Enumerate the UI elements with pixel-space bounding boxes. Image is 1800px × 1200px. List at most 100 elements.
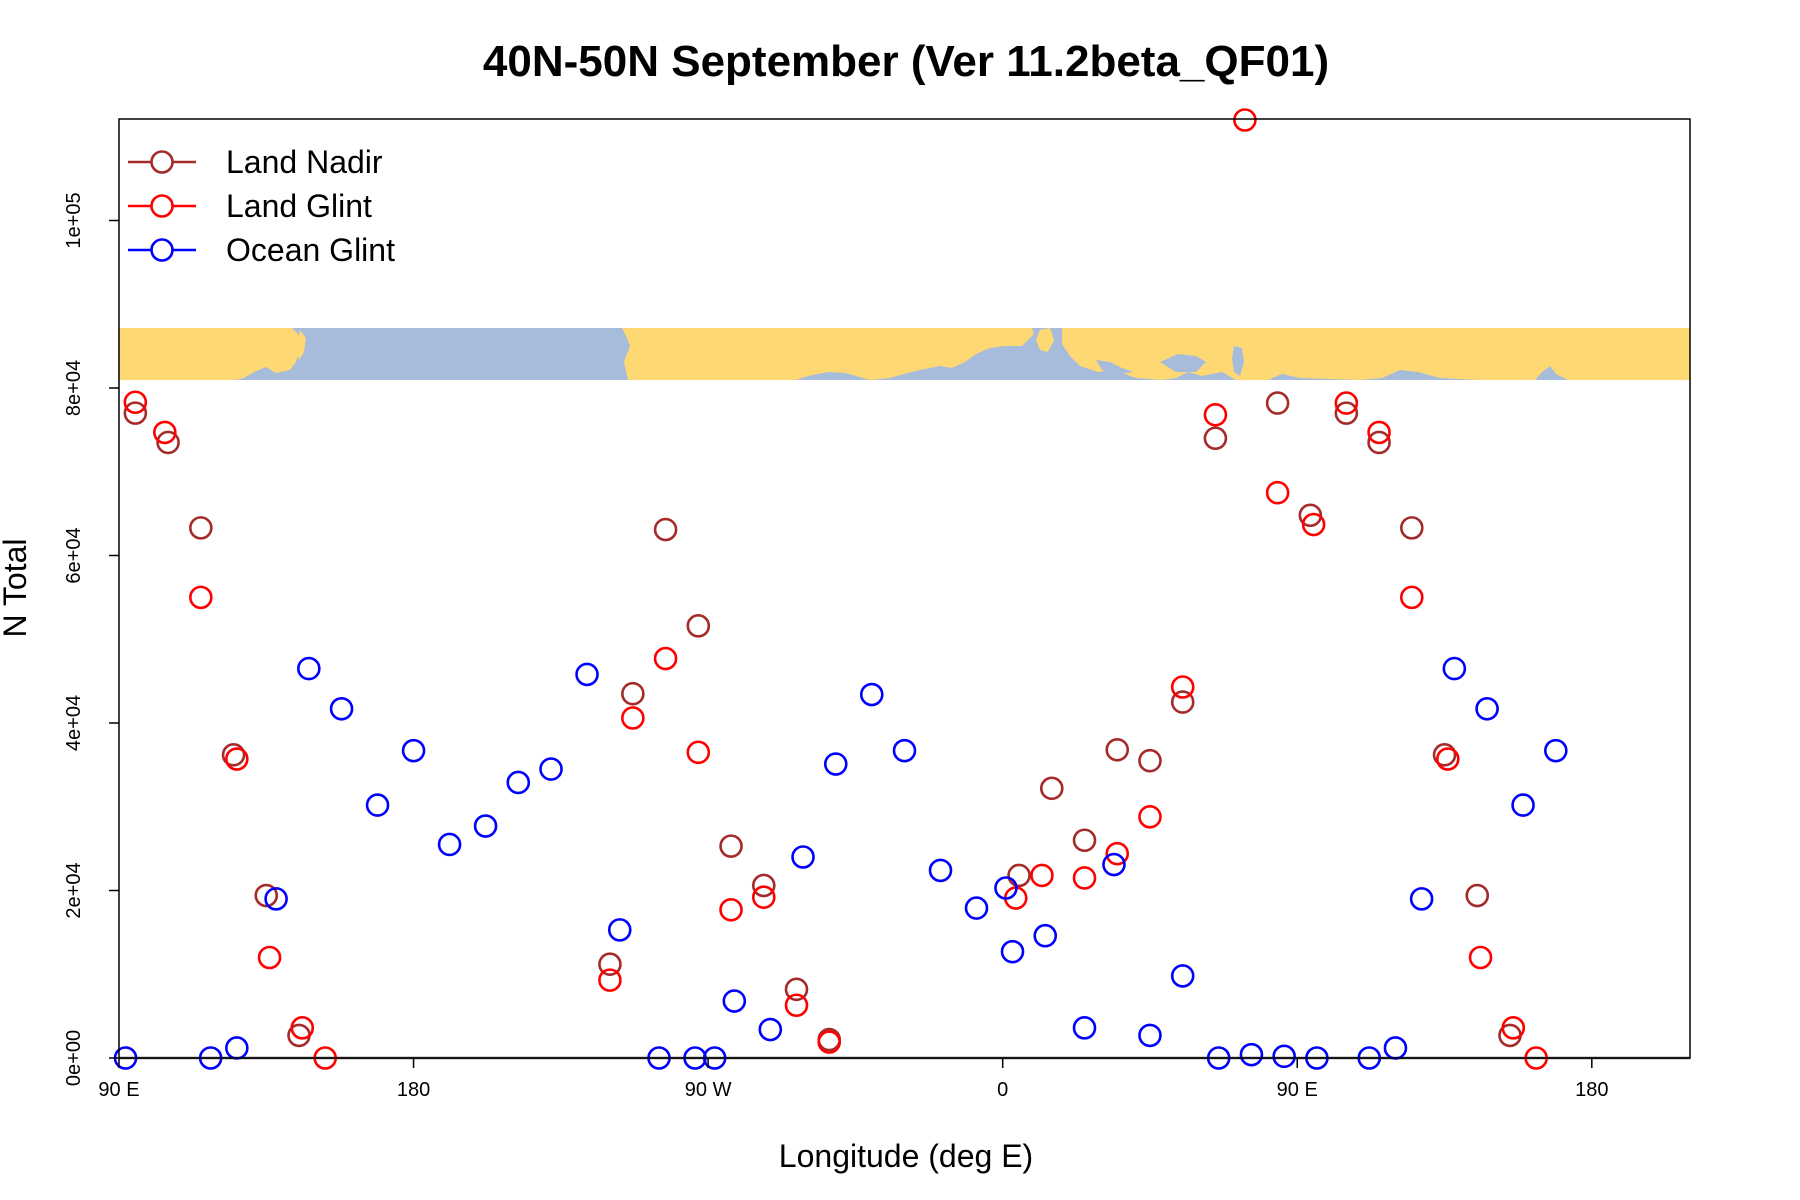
point-ocean-glint-26 bbox=[1000, 939, 1025, 964]
point-land-nadir-17 bbox=[1105, 737, 1130, 762]
point-land-glint-16 bbox=[1030, 863, 1054, 888]
point-ocean-glint-34 bbox=[1272, 1044, 1296, 1069]
point-land-nadir-14 bbox=[1007, 863, 1031, 888]
point-land-glint-13 bbox=[784, 993, 809, 1018]
point-land-glint-28 bbox=[1436, 747, 1460, 771]
point-land-glint-11 bbox=[719, 897, 743, 922]
legend-item: Ocean Glint bbox=[128, 232, 395, 268]
point-land-glint-25 bbox=[1334, 391, 1359, 415]
point-ocean-glint-12 bbox=[575, 662, 599, 687]
legend-marker bbox=[150, 150, 174, 174]
point-ocean-glint-17 bbox=[722, 989, 747, 1013]
point-ocean-glint-24 bbox=[964, 896, 989, 920]
plot-frame bbox=[118, 118, 1691, 1059]
point-land-nadir-2 bbox=[189, 516, 213, 540]
point-ocean-glint-40 bbox=[1475, 696, 1499, 721]
point-land-glint-26 bbox=[1367, 420, 1391, 445]
point-land-glint-27 bbox=[1400, 585, 1424, 610]
point-land-glint-12 bbox=[751, 885, 776, 910]
data-points bbox=[113, 108, 1568, 1070]
y-axis: 0e+00 2e+04 4e+04 6e+04 8e+04 1e+05 bbox=[63, 192, 119, 1086]
point-land-glint-22 bbox=[1233, 108, 1257, 132]
map-land-british-isles bbox=[1036, 328, 1054, 352]
point-ocean-glint-37 bbox=[1383, 1036, 1408, 1060]
x-axis: 90 E 180 90 W 0 90 E 180 bbox=[98, 1058, 1609, 1101]
legend-marker bbox=[150, 194, 174, 218]
series-ocean-glint bbox=[113, 656, 1568, 1070]
x-tick-label: 90 E bbox=[1277, 1079, 1318, 1101]
legend: Land Nadir Land Glint Ocean Glint bbox=[128, 144, 395, 268]
point-ocean-glint-5 bbox=[329, 696, 354, 721]
map-land-asia-east bbox=[119, 328, 300, 380]
y-tick-label: 6e+04 bbox=[63, 527, 85, 583]
map-land-north-america bbox=[622, 328, 1034, 380]
point-ocean-glint-22 bbox=[892, 738, 917, 763]
world-map-strip bbox=[119, 328, 1690, 380]
point-land-nadir-25 bbox=[1400, 516, 1424, 540]
point-land-glint-20 bbox=[1170, 675, 1195, 699]
legend-label: Ocean Glint bbox=[226, 232, 395, 268]
point-land-nadir-3 bbox=[221, 743, 246, 767]
point-land-nadir-27 bbox=[1465, 883, 1490, 908]
point-ocean-glint-41 bbox=[1511, 793, 1535, 817]
point-land-glint-30 bbox=[1501, 1016, 1526, 1040]
point-ocean-glint-2 bbox=[225, 1036, 249, 1060]
y-tick-label: 8e+04 bbox=[63, 360, 85, 416]
x-tick-label: 180 bbox=[397, 1079, 430, 1101]
x-tick-label: 180 bbox=[1575, 1079, 1608, 1101]
point-land-nadir-0 bbox=[123, 401, 148, 425]
point-ocean-glint-31 bbox=[1170, 964, 1195, 988]
series-land-glint bbox=[123, 108, 1548, 1070]
point-ocean-glint-25 bbox=[994, 876, 1018, 900]
y-tick-label: 1e+05 bbox=[63, 192, 85, 248]
point-land-glint-10 bbox=[686, 740, 711, 765]
map-land-japan bbox=[1550, 338, 1566, 368]
point-land-nadir-26 bbox=[1432, 743, 1457, 767]
point-ocean-glint-3 bbox=[264, 887, 288, 911]
point-land-glint-21 bbox=[1203, 402, 1228, 427]
point-ocean-glint-30 bbox=[1138, 1023, 1162, 1048]
series-land-nadir bbox=[123, 391, 1522, 1052]
point-ocean-glint-27 bbox=[1033, 923, 1058, 948]
point-land-glint-9 bbox=[653, 646, 678, 671]
point-land-nadir-23 bbox=[1334, 401, 1359, 425]
x-tick-label: 90 E bbox=[98, 1079, 139, 1101]
map-water-caspian-sea bbox=[1232, 346, 1244, 376]
point-land-nadir-19 bbox=[1170, 690, 1195, 714]
point-ocean-glint-6 bbox=[365, 793, 390, 817]
map-land-hokkaido bbox=[296, 330, 306, 360]
legend-label: Land Glint bbox=[226, 188, 372, 224]
point-land-nadir-12 bbox=[784, 977, 809, 1002]
point-ocean-glint-39 bbox=[1442, 656, 1467, 681]
point-land-nadir-21 bbox=[1265, 391, 1290, 415]
point-ocean-glint-13 bbox=[607, 918, 632, 942]
legend-item: Land Nadir bbox=[128, 144, 383, 180]
point-land-nadir-8 bbox=[653, 517, 678, 542]
point-ocean-glint-20 bbox=[823, 752, 848, 776]
map-land-newfoundland bbox=[870, 348, 888, 362]
point-land-nadir-9 bbox=[686, 614, 711, 638]
point-ocean-glint-8 bbox=[437, 832, 462, 857]
y-axis-label: N Total bbox=[0, 538, 33, 637]
legend-item: Land Glint bbox=[128, 188, 372, 224]
map-water-black-sea bbox=[1160, 354, 1206, 372]
point-ocean-glint-10 bbox=[506, 770, 531, 795]
point-land-nadir-15 bbox=[1039, 776, 1064, 801]
map-land-eurasia bbox=[1062, 328, 1690, 380]
point-ocean-glint-38 bbox=[1409, 887, 1434, 911]
point-land-nadir-11 bbox=[751, 873, 776, 898]
point-ocean-glint-28 bbox=[1072, 1016, 1097, 1040]
x-tick-label: 0 bbox=[997, 1079, 1008, 1101]
y-tick-label: 2e+04 bbox=[63, 862, 85, 918]
point-land-glint-18 bbox=[1105, 841, 1130, 866]
point-ocean-glint-11 bbox=[539, 757, 563, 781]
point-land-glint-7 bbox=[598, 968, 622, 992]
point-ocean-glint-23 bbox=[928, 858, 953, 883]
point-ocean-glint-7 bbox=[401, 738, 426, 763]
point-ocean-glint-9 bbox=[473, 814, 498, 838]
point-land-glint-1 bbox=[153, 420, 177, 445]
point-ocean-glint-33 bbox=[1239, 1042, 1264, 1067]
x-tick-label: 90 W bbox=[685, 1079, 732, 1101]
point-ocean-glint-4 bbox=[297, 656, 321, 681]
